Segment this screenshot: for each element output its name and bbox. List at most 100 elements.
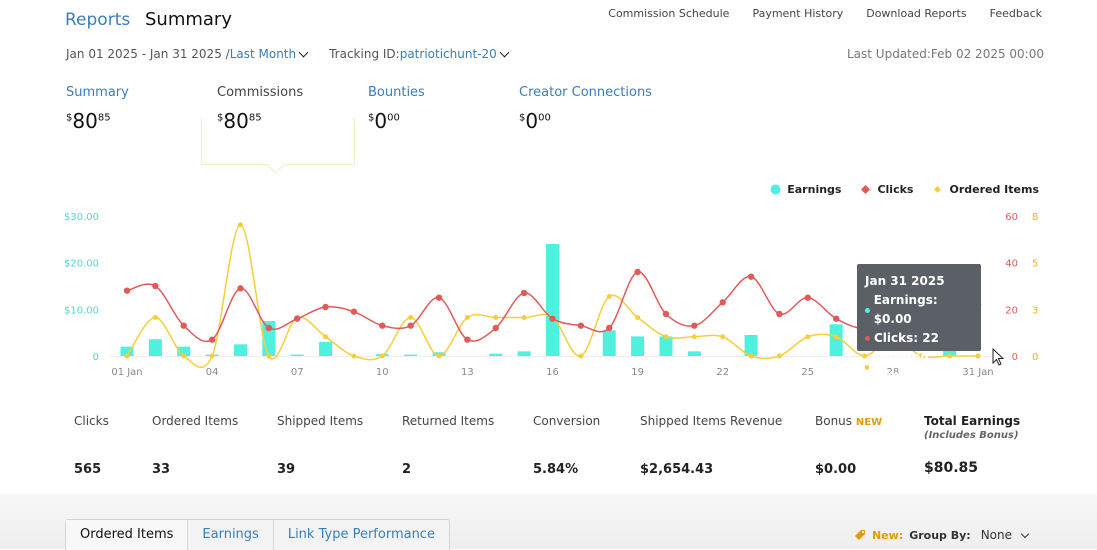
tile-summary[interactable]: Summary $8085 bbox=[66, 85, 206, 133]
earnings-dot-icon bbox=[770, 184, 781, 195]
clicks-point bbox=[662, 310, 670, 318]
date-range-select[interactable]: Last Month bbox=[229, 47, 297, 61]
chevron-down-icon[interactable] bbox=[298, 47, 309, 58]
chart-tooltip: Jan 31 2025 Earnings: $0.00 Clicks: 22 O… bbox=[857, 264, 981, 383]
ordered-items-point bbox=[691, 334, 697, 340]
chart-legend: Earnings Clicks Ordered Items bbox=[770, 183, 1039, 196]
x-tick-label: 07 bbox=[291, 367, 304, 378]
tile-value: $8085 bbox=[217, 109, 262, 133]
tile-value: $000 bbox=[368, 109, 400, 133]
tile-commissions[interactable]: Commissions $8085 bbox=[217, 85, 357, 133]
earnings-bar bbox=[233, 344, 247, 356]
ordered-items-point bbox=[209, 353, 215, 359]
clicks-point bbox=[180, 322, 187, 329]
page-title: Summary bbox=[145, 9, 232, 30]
y-left-tick-label: $10.00 bbox=[64, 305, 99, 316]
ordered-items-point bbox=[436, 353, 442, 359]
ordered-items-point bbox=[748, 353, 754, 359]
breadcrumb-reports[interactable]: Reports bbox=[65, 10, 131, 30]
tile-value: $8085 bbox=[66, 109, 111, 133]
stat-value-returned: 2 bbox=[402, 462, 412, 477]
ordered-items-point bbox=[833, 334, 839, 340]
legend-earnings[interactable]: Earnings bbox=[770, 183, 841, 196]
tile-bounties[interactable]: Bounties $000 bbox=[368, 85, 508, 133]
mouse-cursor-icon bbox=[992, 348, 1005, 366]
tracking-id-select[interactable]: patriotichunt-20 bbox=[399, 47, 497, 61]
y-clicks-tick-label: 60 bbox=[1005, 212, 1018, 223]
chevron-down-icon[interactable] bbox=[499, 47, 510, 58]
feedback-link[interactable]: Feedback bbox=[989, 7, 1042, 20]
y-ordered-tick-label: 5 bbox=[1032, 259, 1038, 270]
clicks-point bbox=[208, 336, 216, 343]
tile-label: Bounties bbox=[368, 85, 425, 100]
ordered-items-point bbox=[947, 353, 953, 359]
earnings-bar bbox=[120, 346, 134, 356]
stat-value-ordered: 33 bbox=[152, 462, 171, 477]
new-tag-icon bbox=[854, 530, 865, 540]
tab-link-type-performance[interactable]: Link Type Performance bbox=[287, 527, 435, 542]
earnings-bar bbox=[829, 324, 843, 356]
stat-label-conversion: Conversion bbox=[533, 414, 601, 428]
ordered-items-point bbox=[351, 353, 357, 359]
tracking-label: Tracking ID: bbox=[329, 47, 400, 61]
ordered-items-point bbox=[408, 315, 414, 320]
clicks-point bbox=[606, 324, 613, 332]
stat-label-returned: Returned Items bbox=[402, 414, 495, 428]
x-tick-label: 13 bbox=[461, 367, 474, 378]
clicks-point bbox=[407, 322, 414, 329]
ordered-items-point bbox=[975, 353, 981, 359]
x-tick-label: 28 bbox=[887, 367, 900, 378]
clicks-point bbox=[237, 285, 244, 292]
tile-creator-connections[interactable]: Creator Connections $000 bbox=[519, 85, 719, 133]
clicks-point bbox=[691, 322, 698, 329]
clicks-point bbox=[123, 287, 131, 294]
y-left-tick-label: 0 bbox=[93, 352, 99, 363]
ordered-items-point bbox=[152, 315, 158, 320]
stat-value-conversion: 5.84% bbox=[533, 462, 579, 477]
stat-sublabel-total: (Includes Bonus) bbox=[924, 430, 1019, 441]
clicks-point bbox=[776, 310, 783, 318]
ordered-items-point bbox=[805, 334, 811, 340]
stat-value-total: $80.85 bbox=[924, 460, 979, 476]
x-tick-label: 31 Jan bbox=[962, 367, 993, 378]
earnings-bar bbox=[659, 336, 673, 356]
x-tick-label: 16 bbox=[546, 367, 559, 378]
groupby-value[interactable]: None bbox=[980, 528, 1012, 542]
clicks-point bbox=[152, 282, 159, 290]
ordered-items-point bbox=[635, 315, 641, 320]
report-tabs: Ordered Items Earnings Link Type Perform… bbox=[65, 519, 450, 550]
stat-label-total: Total Earnings (Includes Bonus) bbox=[924, 414, 1021, 441]
earnings-bar bbox=[404, 354, 418, 356]
stat-value-clicks: 565 bbox=[74, 462, 102, 477]
ordered-items-point bbox=[663, 334, 669, 340]
download-reports-link[interactable]: Download Reports bbox=[866, 7, 967, 20]
tooltip-clicks: Clicks: 22 bbox=[874, 331, 939, 345]
earnings-bar bbox=[319, 342, 333, 356]
group-by-control[interactable]: New: Group By: None bbox=[854, 528, 1034, 542]
x-tick-label: 10 bbox=[376, 367, 389, 378]
ordered-items-point bbox=[493, 315, 499, 320]
payment-history-link[interactable]: Payment History bbox=[752, 7, 844, 20]
y-ordered-tick-label: 0 bbox=[1032, 352, 1038, 363]
chevron-down-icon[interactable] bbox=[1020, 529, 1030, 538]
earnings-bar bbox=[177, 346, 191, 356]
y-clicks-tick-label: 40 bbox=[1005, 259, 1018, 270]
clicks-point bbox=[747, 273, 755, 280]
commission-schedule-link[interactable]: Commission Schedule bbox=[608, 7, 730, 20]
ordered-items-point bbox=[578, 353, 584, 359]
clicks-point bbox=[832, 315, 840, 322]
tooltip-ordered: Ordered Items: 0 bbox=[873, 350, 929, 383]
clicks-point bbox=[492, 324, 499, 332]
earnings-bar bbox=[687, 351, 701, 356]
clicks-dot-icon bbox=[865, 336, 870, 341]
last-updated: Last Updated:Feb 02 2025 00:00 bbox=[846, 47, 1044, 61]
tab-earnings[interactable]: Earnings bbox=[188, 520, 274, 550]
legend-ordered-items[interactable]: Ordered Items bbox=[932, 183, 1039, 196]
x-tick-label: 04 bbox=[206, 367, 219, 378]
earnings-bar bbox=[943, 346, 957, 356]
clicks-point bbox=[379, 322, 386, 329]
tab-ordered-items[interactable]: Ordered Items bbox=[66, 520, 189, 550]
ordered-items-point bbox=[606, 294, 612, 299]
legend-clicks[interactable]: Clicks bbox=[860, 183, 913, 196]
tooltip-date: Jan 31 2025 bbox=[865, 274, 945, 288]
